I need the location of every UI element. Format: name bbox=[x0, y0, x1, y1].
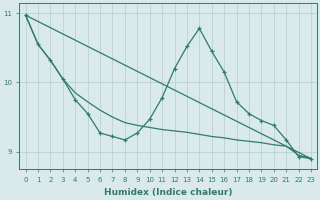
X-axis label: Humidex (Indice chaleur): Humidex (Indice chaleur) bbox=[104, 188, 233, 197]
